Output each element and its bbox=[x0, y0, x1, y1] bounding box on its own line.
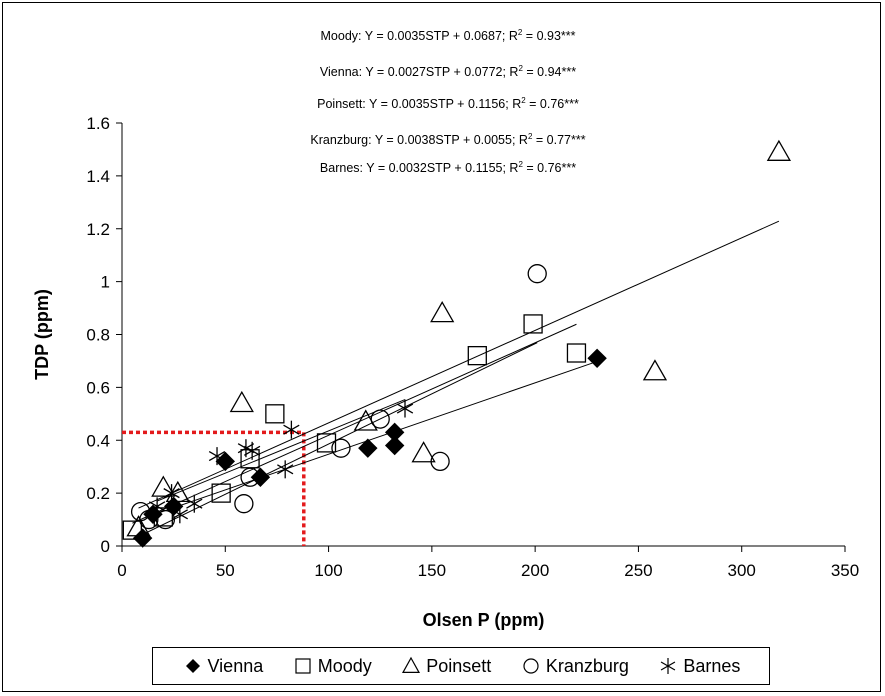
data-point-barnes bbox=[171, 505, 188, 524]
legend-label: Kranzburg bbox=[545, 655, 629, 676]
data-point-poinsett bbox=[126, 515, 151, 537]
data-point-kranzburg bbox=[331, 438, 351, 458]
data-point-moody bbox=[211, 483, 231, 503]
data-point-poinsett bbox=[165, 480, 190, 503]
data-point-moody bbox=[153, 507, 173, 527]
legend-marker-icon bbox=[185, 659, 200, 673]
data-point-moody bbox=[316, 433, 337, 453]
data-point-poinsett bbox=[151, 475, 176, 497]
data-point-poinsett bbox=[430, 301, 455, 323]
y-tick-label: 1.4 bbox=[86, 167, 110, 186]
legend-item-moody: Moody bbox=[292, 655, 372, 677]
legend-item-vienna: Vienna bbox=[182, 655, 264, 677]
data-point-vienna bbox=[358, 438, 378, 458]
y-tick-label: 1.6 bbox=[86, 114, 110, 133]
y-tick-label: 0.4 bbox=[86, 431, 110, 450]
data-point-barnes bbox=[277, 460, 294, 479]
data-point-barnes bbox=[396, 399, 414, 418]
data-point-kranzburg bbox=[234, 494, 254, 514]
data-point-kranzburg bbox=[240, 467, 260, 487]
data-point-moody bbox=[523, 314, 543, 334]
legend-marker-icon bbox=[523, 658, 539, 674]
y-tick-label: 0 bbox=[101, 537, 110, 556]
data-point-kranzburg bbox=[430, 451, 450, 472]
regression-equation: Kranzburg: Y = 0.0038STP + 0.0055; R2 = … bbox=[310, 132, 586, 148]
x-tick-label: 150 bbox=[418, 561, 446, 580]
data-point-kranzburg bbox=[139, 509, 159, 530]
data-point-moody bbox=[566, 343, 587, 363]
legend-label: Barnes bbox=[683, 655, 741, 676]
data-point-kranzburg bbox=[527, 264, 547, 284]
x-tick-label: 250 bbox=[624, 561, 652, 580]
legend-label: Vienna bbox=[207, 655, 264, 676]
data-point-barnes bbox=[186, 494, 203, 513]
regression-equation: Moody: Y = 0.0035STP + 0.0687; R2 = 0.93… bbox=[320, 28, 576, 44]
y-tick-label: 0.8 bbox=[86, 326, 110, 345]
x-tick-label: 300 bbox=[728, 561, 756, 580]
regression-equation: Poinsett: Y = 0.0035STP + 0.1156; R2 = 0… bbox=[317, 96, 579, 112]
y-axis-title: TDP (ppm) bbox=[32, 289, 52, 380]
y-tick-label: 1.2 bbox=[86, 220, 110, 239]
trendline-vienna bbox=[142, 360, 598, 519]
data-point-vienna bbox=[215, 451, 235, 472]
legend-item-poinsett: Poinsett bbox=[400, 655, 491, 677]
trendline-poinsett bbox=[138, 220, 780, 509]
legend-marker-icon bbox=[402, 656, 421, 673]
data-point-poinsett bbox=[411, 441, 436, 463]
y-tick-label: 0.2 bbox=[86, 484, 110, 503]
data-point-barnes bbox=[148, 497, 166, 516]
legend-label: Poinsett bbox=[426, 655, 492, 676]
trendline-barnes bbox=[156, 399, 406, 502]
data-point-barnes bbox=[208, 447, 226, 466]
regression-equation: Barnes: Y = 0.0032STP + 0.1155; R2 = 0.7… bbox=[319, 160, 577, 176]
data-point-moody bbox=[467, 345, 487, 366]
x-axis-title: Olsen P (ppm) bbox=[423, 610, 545, 630]
x-tick-label: 200 bbox=[521, 561, 549, 580]
data-point-moody bbox=[122, 520, 142, 540]
x-tick-label: 0 bbox=[117, 561, 126, 580]
data-point-vienna bbox=[587, 348, 607, 369]
data-point-kranzburg bbox=[130, 501, 151, 522]
data-point-poinsett bbox=[229, 390, 254, 413]
legend: Vienna Moody Poinsett Kranzburg Barnes bbox=[152, 647, 770, 685]
plot-area: 0 50 100 150 200 250 300 350 0 0.2 0.4 0.6 0.8 1 1.2 1.… bbox=[32, 114, 859, 630]
trendline-moody bbox=[132, 323, 577, 524]
y-tick-label: 0.6 bbox=[86, 378, 110, 397]
data-point-poinsett bbox=[642, 359, 668, 381]
y-tick-label: 1 bbox=[101, 273, 110, 292]
legend-marker-icon bbox=[295, 658, 311, 674]
data-point-vienna bbox=[384, 435, 405, 456]
regression-equation: Vienna: Y = 0.0027STP + 0.0772; R2 = 0.9… bbox=[319, 64, 577, 80]
data-point-kranzburg bbox=[370, 409, 390, 429]
data-point-barnes bbox=[283, 420, 300, 439]
legend-marker-icon bbox=[661, 658, 676, 674]
data-point-moody bbox=[265, 404, 285, 424]
legend-label: Moody bbox=[317, 655, 372, 676]
x-tick-label: 50 bbox=[216, 561, 235, 580]
x-tick-label: 100 bbox=[314, 561, 342, 580]
data-point-barnes bbox=[163, 484, 180, 503]
legend-item-kranzburg: Kranzburg bbox=[520, 655, 629, 677]
data-point-poinsett bbox=[766, 139, 792, 161]
data-point-barnes bbox=[243, 441, 261, 460]
data-point-kranzburg bbox=[155, 509, 176, 530]
legend-item-barnes: Barnes bbox=[657, 655, 740, 677]
x-tick-label: 350 bbox=[831, 561, 859, 580]
data-point-vienna bbox=[250, 467, 271, 487]
